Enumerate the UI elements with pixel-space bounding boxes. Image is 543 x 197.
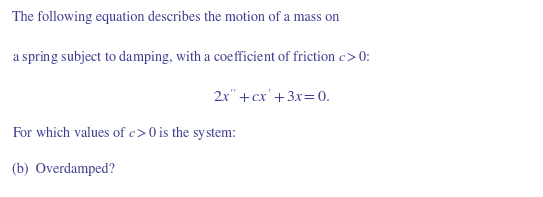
- Text: For which values of $c > 0$ is the system:: For which values of $c > 0$ is the syste…: [12, 124, 236, 142]
- Text: (b)  Overdamped?: (b) Overdamped?: [12, 163, 115, 176]
- Text: The following equation describes the motion of a mass on: The following equation describes the mot…: [12, 11, 339, 24]
- Text: $2x'' + cx' + 3x = 0.$: $2x'' + cx' + 3x = 0.$: [213, 88, 330, 104]
- Text: a spring subject to damping, with a coefficient of friction $c > 0$:: a spring subject to damping, with a coef…: [12, 48, 370, 66]
